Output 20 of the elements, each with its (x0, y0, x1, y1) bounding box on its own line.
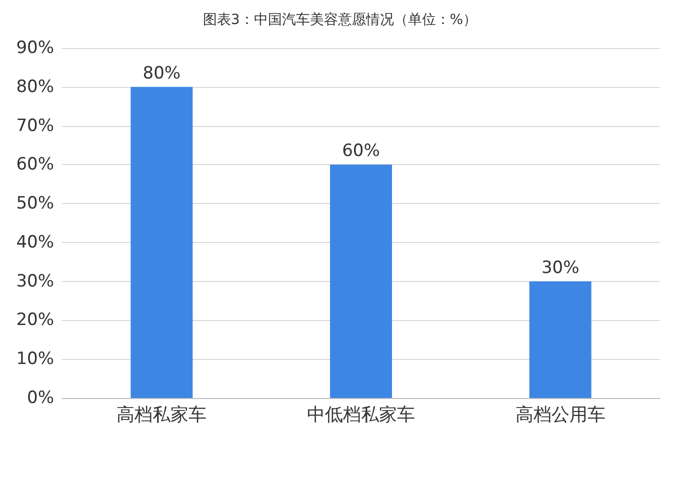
x-tick-label: 高档私家车 (116, 404, 207, 426)
bar (529, 281, 592, 398)
y-tick-label: 40% (16, 232, 54, 252)
bar (330, 164, 392, 398)
x-tick-label: 高档公用车 (515, 404, 606, 426)
data-label: 80% (142, 63, 181, 84)
chart-title: 图表3：中国汽车美容意愿情况（单位：%） (202, 12, 478, 28)
data-label: 30% (541, 258, 580, 278)
bar (130, 86, 193, 398)
y-tick-label: 60% (16, 154, 54, 175)
data-label: 60% (342, 141, 380, 162)
x-tick-label: 中低档私家车 (307, 404, 415, 426)
y-tick-label: 70% (16, 116, 54, 136)
y-tick-label: 20% (16, 310, 54, 330)
y-tick-label: 0% (27, 388, 54, 408)
y-tick-label: 10% (16, 349, 54, 370)
y-tick-label: 30% (16, 271, 54, 292)
y-tick-label: 90% (16, 38, 54, 58)
y-tick-label: 50% (16, 194, 54, 214)
y-tick-label: 80% (16, 76, 54, 97)
